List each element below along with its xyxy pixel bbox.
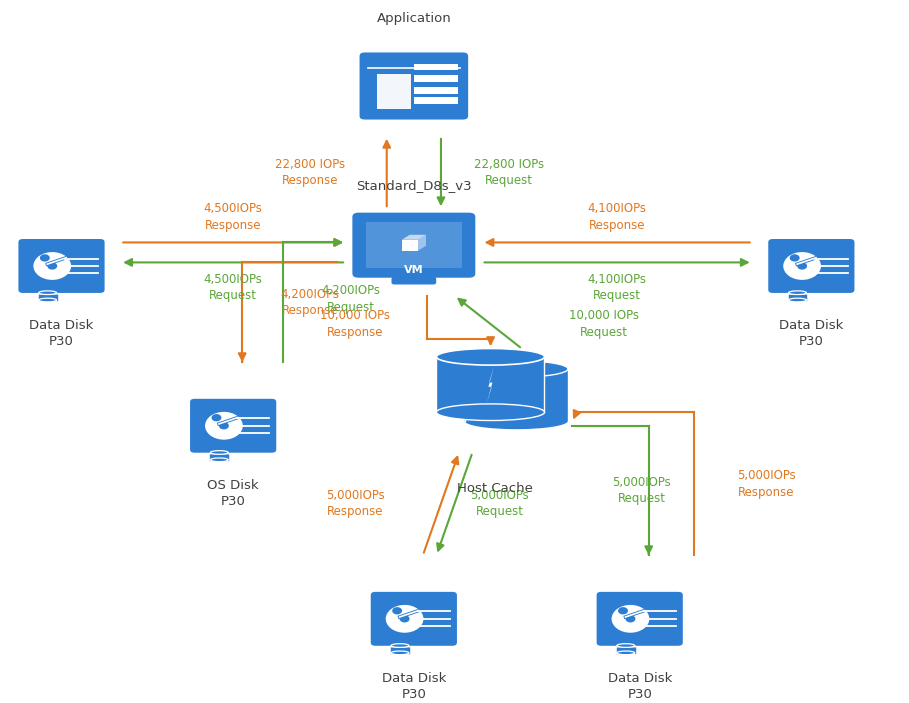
- Ellipse shape: [436, 349, 544, 365]
- Text: Data Disk
P30: Data Disk P30: [607, 672, 672, 701]
- Text: 5,000IOPs
Response: 5,000IOPs Response: [325, 489, 385, 519]
- Ellipse shape: [617, 651, 634, 654]
- Text: 4,100IOPs
Request: 4,100IOPs Request: [587, 273, 646, 302]
- Text: Host Cache: Host Cache: [457, 482, 533, 495]
- Ellipse shape: [39, 298, 56, 302]
- Polygon shape: [486, 365, 494, 404]
- FancyBboxPatch shape: [414, 63, 458, 70]
- Polygon shape: [436, 357, 544, 412]
- Circle shape: [219, 422, 229, 430]
- Text: 4,100IOPs
Response: 4,100IOPs Response: [587, 202, 646, 232]
- Circle shape: [618, 607, 628, 614]
- Polygon shape: [391, 645, 409, 653]
- FancyBboxPatch shape: [414, 75, 458, 82]
- Ellipse shape: [39, 291, 56, 295]
- Ellipse shape: [464, 361, 568, 378]
- Circle shape: [34, 252, 71, 280]
- Text: 22,800 IOPs
Request: 22,800 IOPs Request: [474, 157, 544, 187]
- Ellipse shape: [210, 451, 228, 454]
- Polygon shape: [617, 645, 634, 653]
- FancyBboxPatch shape: [370, 591, 458, 647]
- Polygon shape: [464, 369, 568, 421]
- Text: 5,000IOPs
Response: 5,000IOPs Response: [737, 469, 795, 498]
- Ellipse shape: [436, 404, 544, 420]
- Text: 5,000IOPs
Request: 5,000IOPs Request: [612, 476, 671, 505]
- Text: Data Disk
P30: Data Disk P30: [779, 319, 844, 348]
- Polygon shape: [210, 453, 228, 460]
- Text: Data Disk
P30: Data Disk P30: [29, 319, 94, 348]
- FancyBboxPatch shape: [414, 87, 458, 94]
- Text: 4,200IOPs
Request: 4,200IOPs Request: [321, 284, 380, 314]
- Ellipse shape: [391, 651, 409, 654]
- Text: 4,500IOPs
Request: 4,500IOPs Request: [204, 273, 263, 302]
- Circle shape: [612, 605, 649, 633]
- Text: 4,200IOPs
Response: 4,200IOPs Response: [281, 288, 339, 317]
- Text: Data Disk
P30: Data Disk P30: [382, 672, 446, 701]
- Circle shape: [40, 254, 50, 262]
- FancyBboxPatch shape: [367, 58, 460, 67]
- Text: Standard_D8s_v3: Standard_D8s_v3: [356, 179, 472, 193]
- Circle shape: [790, 254, 800, 262]
- Ellipse shape: [617, 644, 634, 647]
- FancyBboxPatch shape: [392, 277, 436, 285]
- Text: OS Disk
P30: OS Disk P30: [207, 479, 259, 508]
- FancyBboxPatch shape: [189, 398, 277, 453]
- Polygon shape: [402, 240, 418, 251]
- FancyBboxPatch shape: [595, 591, 684, 647]
- Ellipse shape: [210, 458, 228, 462]
- Text: 22,800 IOPs
Response: 22,800 IOPs Response: [275, 157, 345, 187]
- Text: Application: Application: [376, 12, 451, 25]
- Polygon shape: [418, 235, 426, 251]
- Text: 10,000 IOPs
Response: 10,000 IOPs Response: [320, 309, 390, 339]
- Circle shape: [205, 412, 243, 439]
- FancyBboxPatch shape: [358, 51, 469, 121]
- Circle shape: [625, 615, 635, 622]
- FancyBboxPatch shape: [17, 238, 105, 294]
- FancyBboxPatch shape: [351, 212, 476, 279]
- Circle shape: [47, 262, 57, 270]
- Ellipse shape: [788, 291, 806, 295]
- Ellipse shape: [788, 298, 806, 302]
- FancyBboxPatch shape: [408, 273, 419, 280]
- Text: 10,000 IOPs
Request: 10,000 IOPs Request: [568, 309, 638, 339]
- FancyBboxPatch shape: [376, 74, 411, 109]
- Circle shape: [212, 414, 222, 421]
- Circle shape: [385, 605, 424, 633]
- Polygon shape: [39, 292, 56, 300]
- FancyBboxPatch shape: [767, 238, 855, 294]
- Circle shape: [400, 615, 410, 622]
- Circle shape: [797, 262, 807, 270]
- Polygon shape: [402, 235, 426, 240]
- FancyBboxPatch shape: [366, 222, 462, 268]
- Text: VM: VM: [404, 265, 424, 275]
- Ellipse shape: [391, 644, 409, 647]
- Circle shape: [784, 252, 821, 280]
- Ellipse shape: [464, 413, 568, 429]
- Text: 5,000IOPs
Request: 5,000IOPs Request: [470, 489, 529, 519]
- Text: 4,500IOPs
Response: 4,500IOPs Response: [204, 202, 263, 232]
- Circle shape: [392, 607, 402, 614]
- Polygon shape: [788, 292, 806, 300]
- FancyBboxPatch shape: [414, 97, 458, 103]
